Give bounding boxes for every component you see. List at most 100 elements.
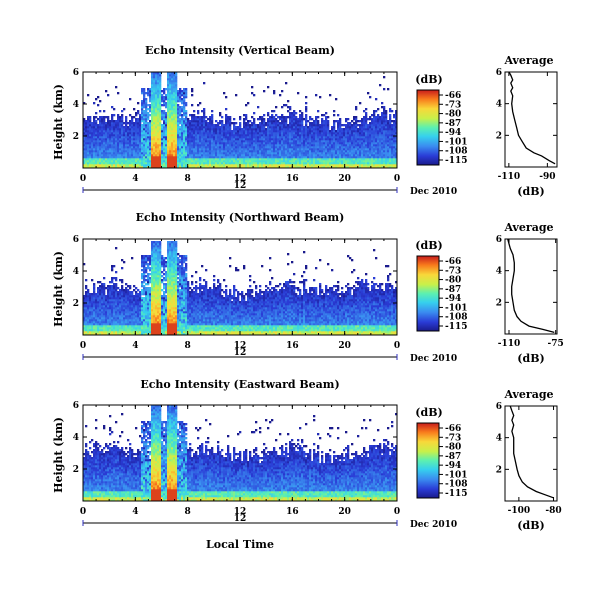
heatmap-cell	[229, 130, 232, 133]
heatmap-cell	[383, 128, 386, 131]
heatmap-cell	[95, 301, 98, 304]
heatmap-cell	[253, 146, 256, 149]
heatmap-cell	[291, 154, 294, 157]
heatmap-cell	[201, 158, 204, 161]
heatmap-cell	[339, 124, 342, 127]
heatmap-cell	[97, 289, 100, 292]
heatmap-cell	[101, 283, 104, 286]
heatmap-cell	[355, 126, 358, 129]
heatmap-cell	[293, 142, 296, 145]
heatmap-cell	[101, 289, 104, 292]
heatmap-cell	[151, 140, 154, 143]
heatmap-cell	[387, 152, 390, 155]
heatmap-cell	[289, 148, 292, 151]
heatmap-cell	[313, 128, 316, 131]
heatmap-cell	[97, 325, 100, 328]
heatmap-cell	[275, 142, 278, 145]
heatmap-cell	[115, 303, 118, 306]
heatmap-cell	[345, 130, 348, 133]
heatmap-cell	[111, 142, 114, 145]
heatmap-cell	[115, 124, 118, 127]
heatmap-cell	[311, 166, 314, 169]
heatmap-cell	[291, 132, 294, 135]
heatmap-cell	[189, 166, 192, 169]
heatmap-cell	[265, 124, 268, 127]
heatmap-cell	[395, 126, 398, 129]
heatmap-cell	[379, 126, 382, 129]
heatmap-cell	[217, 148, 220, 151]
heatmap-cell	[173, 124, 176, 127]
heatmap-cell	[103, 287, 106, 290]
heatmap-cell	[245, 142, 248, 145]
heatmap-cell	[395, 110, 398, 113]
heatmap-cell	[235, 162, 238, 165]
heatmap-cell	[287, 158, 290, 161]
heatmap-cell	[375, 158, 378, 161]
heatmap-cell	[213, 162, 216, 165]
heatmap-cell	[305, 106, 308, 109]
heatmap-cell	[259, 136, 262, 139]
heatmap-cell	[209, 160, 212, 163]
heatmap-cell	[159, 122, 162, 125]
heatmap-cell	[83, 303, 86, 306]
heatmap-cell	[225, 162, 228, 165]
heatmap-cell	[213, 148, 216, 151]
heatmap-cell	[209, 166, 212, 169]
heatmap-cell	[119, 132, 122, 135]
heatmap-cell	[381, 112, 384, 115]
heatmap-cell	[179, 148, 182, 151]
heatmap-cell	[307, 144, 310, 147]
heatmap-cell	[353, 150, 356, 153]
heatmap-cell	[307, 132, 310, 135]
heatmap-cell	[251, 148, 254, 151]
heatmap-cell	[273, 140, 276, 143]
heatmap-cell	[335, 152, 338, 155]
heatmap-cell	[339, 158, 342, 161]
heatmap-cell	[303, 166, 306, 169]
heatmap-cell	[303, 160, 306, 163]
heatmap-cell	[317, 150, 320, 153]
heatmap-cell	[203, 110, 206, 113]
heatmap-cell	[287, 148, 290, 151]
heatmap-cell	[343, 130, 346, 133]
heatmap-cell	[313, 120, 316, 123]
heatmap-cell	[175, 96, 178, 99]
heatmap-cell	[127, 136, 130, 139]
heatmap-cell	[109, 299, 112, 302]
heatmap-cell	[269, 162, 272, 165]
heatmap-cell	[173, 128, 176, 131]
heatmap-cell	[153, 154, 156, 157]
heatmap-cell	[389, 144, 392, 147]
heatmap-cell	[333, 122, 336, 125]
heatmap-cell	[109, 166, 112, 169]
heatmap-cell	[383, 142, 386, 145]
heatmap-cell	[119, 146, 122, 149]
heatmap-cell	[107, 293, 110, 296]
heatmap-cell	[287, 166, 290, 169]
heatmap-cell	[391, 134, 394, 137]
heatmap-cell	[113, 124, 116, 127]
heatmap-cell	[395, 114, 398, 117]
heatmap-cell	[231, 152, 234, 155]
heatmap-cell	[175, 72, 178, 75]
heatmap-cell	[199, 154, 202, 157]
heatmap-cell	[97, 323, 100, 326]
heatmap-cell	[189, 124, 192, 127]
heatmap-cell	[305, 118, 308, 121]
heatmap-cell	[339, 132, 342, 135]
heatmap-cell	[267, 118, 270, 121]
heatmap-cell	[317, 128, 320, 131]
heatmap-cell	[159, 102, 162, 105]
heatmap-cell	[105, 146, 108, 149]
date-label: Dec 2010	[410, 187, 457, 197]
heatmap-cell	[173, 146, 176, 149]
heatmap-cell	[213, 124, 216, 127]
heatmap-cell	[129, 150, 132, 153]
heatmap-cell	[103, 305, 106, 308]
heatmap-cell	[91, 299, 94, 302]
heatmap-cell	[143, 150, 146, 153]
heatmap-cell	[175, 92, 178, 95]
heatmap-cell	[363, 158, 366, 161]
heatmap-cell	[275, 132, 278, 135]
heatmap-cell	[165, 154, 168, 157]
